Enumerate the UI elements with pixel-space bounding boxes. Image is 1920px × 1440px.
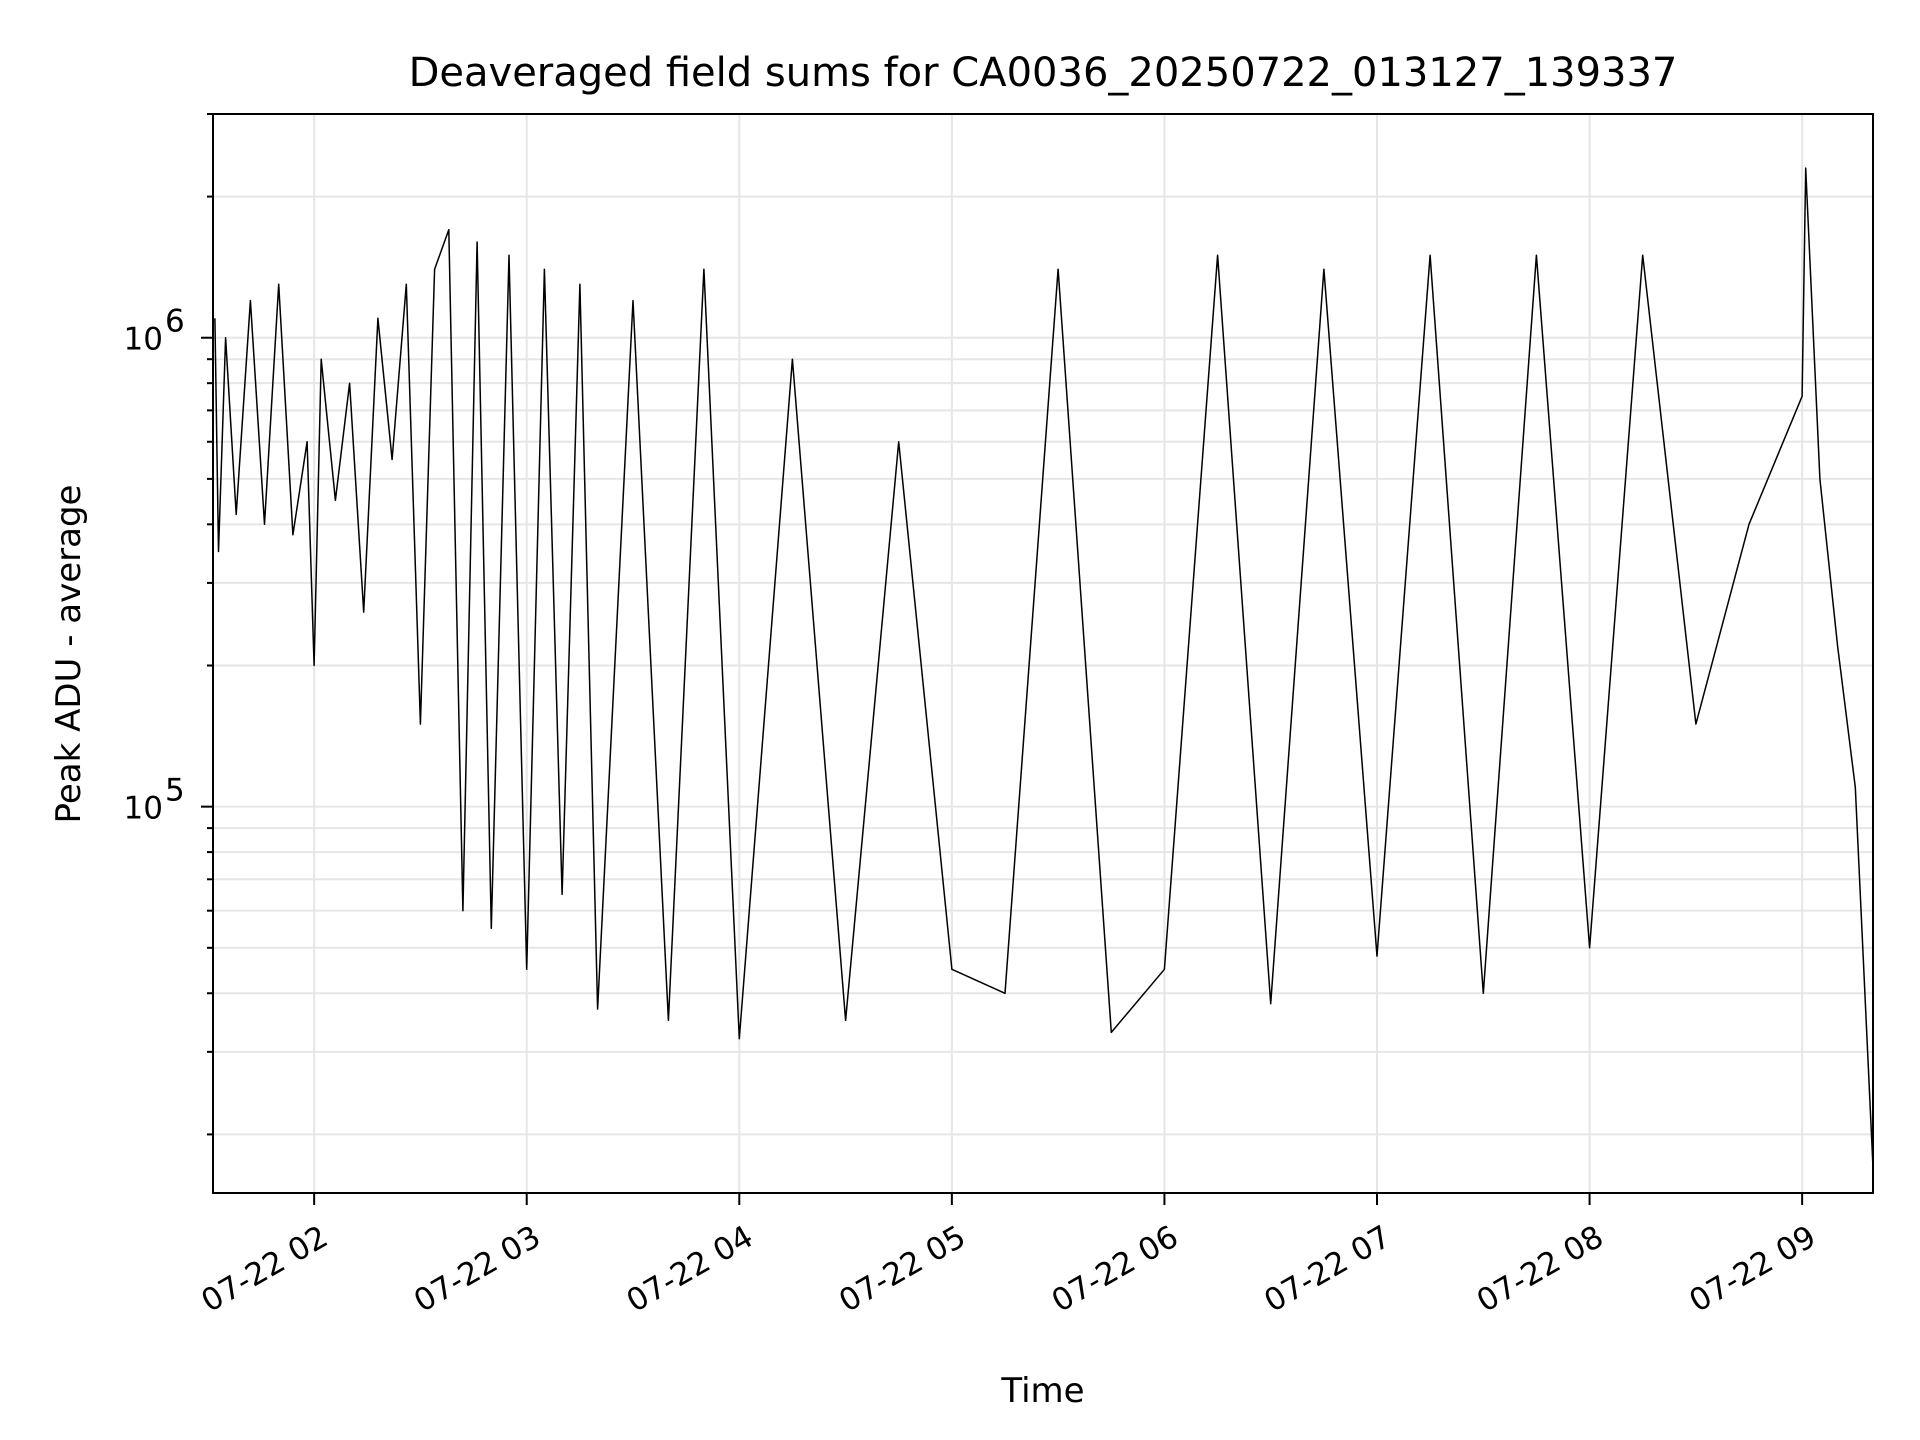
series-line-path — [214, 167, 1873, 1168]
y-tick-label-exponent: 6 — [165, 304, 185, 340]
y-tick-label-exponent: 5 — [165, 773, 185, 809]
y-tick-label: 10 — [124, 791, 163, 827]
y-axis-title: Peak ADU - average — [49, 485, 89, 824]
grid — [213, 113, 1873, 1193]
x-axis-title: Time — [1000, 1371, 1084, 1411]
series-line — [214, 167, 1873, 1168]
plot-frame — [212, 113, 1874, 1194]
y-tick-label: 10 — [124, 322, 163, 358]
chart-title: Deaveraged field sums for CA0036_2025072… — [409, 50, 1678, 96]
